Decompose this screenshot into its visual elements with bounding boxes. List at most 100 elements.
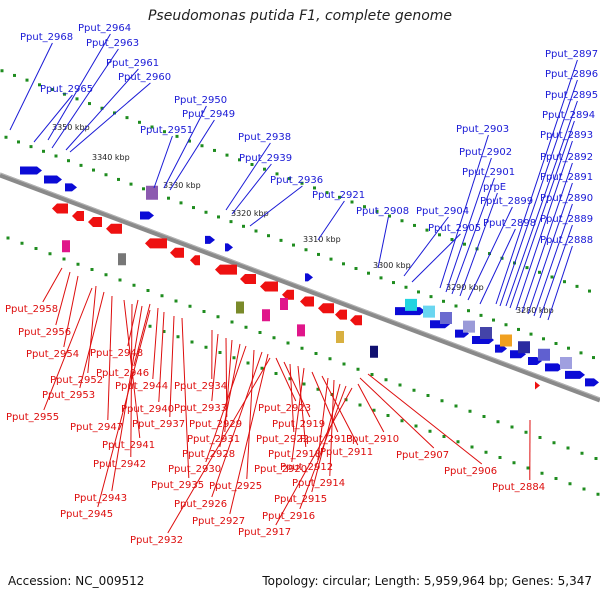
reverse-label[interactable]: Pput_2911 xyxy=(320,447,373,458)
reverse-label[interactable]: Pput_2907 xyxy=(396,450,449,461)
reverse-gene-arrow[interactable] xyxy=(282,289,294,300)
forward-label[interactable]: Pput_2901 xyxy=(462,167,515,178)
forward-label[interactable]: Pput_2903 xyxy=(456,124,509,135)
reverse-label[interactable]: Pput_2926 xyxy=(174,499,227,510)
reverse-label[interactable]: Pput_2929 xyxy=(189,419,242,430)
reverse-label[interactable]: Pput_2954 xyxy=(26,349,79,360)
reverse-label[interactable]: Pput_2935 xyxy=(151,480,204,491)
forward-label[interactable]: Pput_2889 xyxy=(540,214,593,225)
reverse-label[interactable]: Pput_2955 xyxy=(6,412,59,423)
reverse-gene-arrow[interactable] xyxy=(215,264,237,275)
reverse-gene-block[interactable] xyxy=(62,240,70,253)
forward-label[interactable]: Pput_2968 xyxy=(20,32,73,43)
forward-label[interactable]: Pput_2951 xyxy=(140,125,193,136)
reverse-label[interactable]: Pput_2916 xyxy=(262,511,315,522)
reverse-gene-arrow[interactable] xyxy=(106,223,122,234)
reverse-label[interactable]: Pput_2953 xyxy=(42,390,95,401)
reverse-label[interactable]: Pput_2937 xyxy=(132,419,185,430)
reverse-label[interactable]: Pput_2941 xyxy=(102,440,155,451)
reverse-label[interactable]: Pput_2942 xyxy=(93,459,146,470)
forward-gene-block[interactable] xyxy=(560,357,572,369)
forward-label[interactable]: Pput_2891 xyxy=(540,172,593,183)
forward-label[interactable]: Pput_2950 xyxy=(174,95,227,106)
forward-gene-arrow[interactable] xyxy=(495,344,507,353)
forward-label[interactable]: Pput_2897 xyxy=(545,49,598,60)
forward-label[interactable]: Pput_2902 xyxy=(459,147,512,158)
forward-label[interactable]: Pput_2898 xyxy=(483,218,536,229)
forward-label[interactable]: Pput_2921 xyxy=(312,190,365,201)
forward-gene-arrow[interactable] xyxy=(585,378,599,387)
reverse-label[interactable]: Pput_2919 xyxy=(272,419,325,430)
reverse-label[interactable]: Pput_2915 xyxy=(274,494,327,505)
reverse-label[interactable]: Pput_2927 xyxy=(192,516,245,527)
reverse-gene-arrow[interactable] xyxy=(88,217,102,227)
reverse-label[interactable]: Pput_2934 xyxy=(174,381,227,392)
forward-label[interactable]: Pput_2888 xyxy=(540,235,593,246)
reverse-gene-block[interactable] xyxy=(280,298,288,310)
forward-gene-arrow[interactable] xyxy=(565,370,585,379)
reverse-label[interactable]: Pput_2917 xyxy=(238,527,291,538)
forward-gene-arrow[interactable] xyxy=(20,166,42,175)
reverse-label[interactable]: Pput_2948 xyxy=(90,348,143,359)
forward-gene-arrow[interactable] xyxy=(545,363,563,372)
reverse-label[interactable]: Pput_2958 xyxy=(5,304,58,315)
forward-gene-block[interactable] xyxy=(440,312,452,324)
reverse-gene-arrow[interactable] xyxy=(260,281,278,292)
forward-label[interactable]: Pput_2895 xyxy=(545,90,598,101)
reverse-gene-block[interactable] xyxy=(236,301,244,314)
reverse-label[interactable]: Pput_2912 xyxy=(280,462,333,473)
reverse-gene-arrow[interactable] xyxy=(350,315,362,326)
reverse-gene-arrow[interactable] xyxy=(300,296,314,307)
forward-label[interactable]: Pput_2938 xyxy=(238,132,291,143)
reverse-label[interactable]: Pput_2947 xyxy=(70,422,123,433)
forward-label[interactable]: Pput_2961 xyxy=(106,58,159,69)
reverse-gene-block[interactable] xyxy=(370,345,378,358)
forward-gene-arrow[interactable] xyxy=(140,211,154,220)
reverse-label[interactable]: Pput_2930 xyxy=(168,464,221,475)
forward-label[interactable]: Pput_2905 xyxy=(428,223,481,234)
reverse-label[interactable]: Pput_2925 xyxy=(209,481,262,492)
forward-label[interactable]: Pput_2892 xyxy=(540,152,593,163)
forward-label[interactable]: Pput_2896 xyxy=(545,69,598,80)
reverse-gene-block[interactable] xyxy=(297,324,305,337)
forward-gene-arrow[interactable] xyxy=(225,243,233,252)
reverse-label[interactable]: Pput_2940 xyxy=(121,404,174,415)
forward-label[interactable]: Pput_2894 xyxy=(542,110,595,121)
reverse-label[interactable]: Pput_2920 xyxy=(254,464,307,475)
forward-label[interactable]: Pput_2908 xyxy=(356,206,409,217)
reverse-label[interactable]: Pput_2906 xyxy=(444,466,497,477)
forward-gene-block[interactable] xyxy=(500,334,512,347)
reverse-label[interactable]: Pput_2944 xyxy=(115,381,168,392)
reverse-label[interactable]: Pput_2884 xyxy=(492,482,545,493)
reverse-label[interactable]: Pput_2923 xyxy=(258,403,311,414)
forward-gene-block[interactable] xyxy=(463,320,475,333)
forward-gene-block[interactable] xyxy=(146,185,158,200)
forward-gene-block[interactable] xyxy=(423,305,435,318)
forward-label[interactable]: Pput_2939 xyxy=(239,153,292,164)
forward-gene-arrow[interactable] xyxy=(305,273,313,282)
reverse-label[interactable]: Pput_2952 xyxy=(50,375,103,386)
forward-gene-arrow[interactable] xyxy=(205,235,215,244)
reverse-gene-block[interactable] xyxy=(336,331,344,343)
forward-gene-block[interactable] xyxy=(480,327,492,339)
reverse-gene-block[interactable] xyxy=(262,309,270,322)
forward-label[interactable]: Pput_2936 xyxy=(270,175,323,186)
forward-gene-block[interactable] xyxy=(538,348,550,361)
forward-label[interactable]: Pput_2949 xyxy=(182,109,235,120)
reverse-label[interactable]: Pput_2918 xyxy=(268,449,321,460)
forward-gene-block[interactable] xyxy=(518,341,530,354)
reverse-label[interactable]: Pput_2932 xyxy=(130,535,183,546)
forward-label[interactable]: Pput_2899 xyxy=(480,196,533,207)
reverse-gene-arrow[interactable] xyxy=(72,211,84,221)
forward-label[interactable]: Pput_2964 xyxy=(78,23,131,34)
reverse-gene-block[interactable] xyxy=(118,253,126,266)
forward-gene-arrow[interactable] xyxy=(395,307,425,316)
forward-label[interactable]: Pput_2960 xyxy=(118,72,171,83)
forward-gene-block[interactable] xyxy=(405,298,417,311)
reverse-label[interactable]: Pput_2946 xyxy=(96,368,149,379)
reverse-label[interactable]: Pput_2914 xyxy=(292,478,345,489)
forward-label[interactable]: prpE xyxy=(483,182,506,193)
reverse-gene-arrow[interactable] xyxy=(240,274,256,284)
reverse-label[interactable]: Pput_2922 xyxy=(256,434,309,445)
reverse-gene-arrow[interactable] xyxy=(318,303,334,314)
